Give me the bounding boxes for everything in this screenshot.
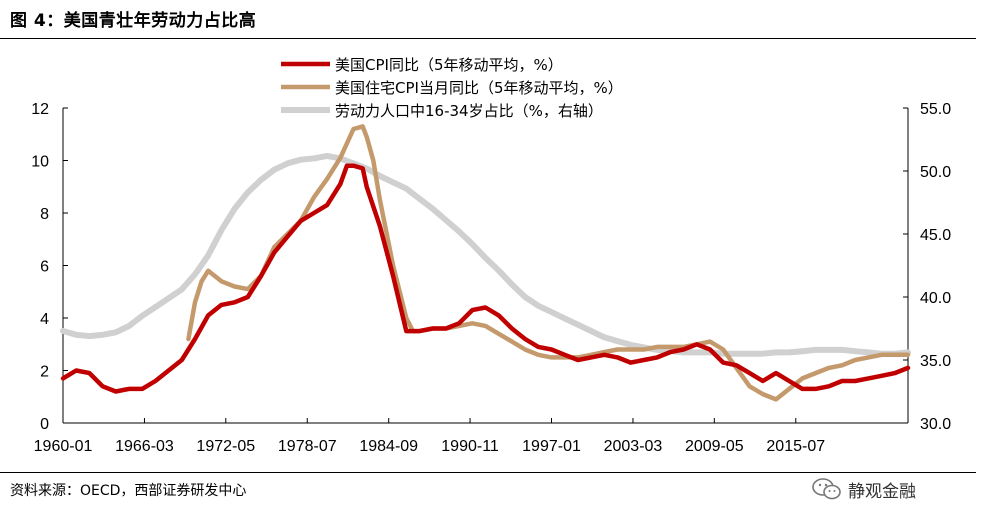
legend-label-cpi: 美国CPI同比（5年移动平均，%） [335, 56, 563, 74]
x-tick-label: 1997-01 [522, 438, 581, 455]
x-tick-label: 1966-03 [115, 438, 174, 455]
line-chart: 0 2 4 6 8 10 12 30.0 35.0 40.0 45.0 50.0 55.0 1960-01… [31, 56, 951, 455]
y-right-tick-label: 40.0 [920, 290, 951, 307]
x-tick-label: 1978-07 [278, 438, 337, 455]
x-tick-label: 1960-01 [34, 438, 93, 455]
y-left-tick-label: 0 [40, 416, 49, 433]
y-left-tick-label: 4 [40, 311, 49, 328]
y-left-tick-label: 6 [40, 259, 49, 276]
x-tick-label: 1972-05 [196, 438, 255, 455]
source-note: 资料来源：OECD，西部证券研发中心 [10, 483, 247, 499]
chart-axes: 0 2 4 6 8 10 12 30.0 35.0 40.0 45.0 50.0 55.0 1960-01… [31, 101, 951, 455]
chart-legend: 美国CPI同比（5年移动平均，%） 美国住宅CPI当月同比（5年移动平均，%） 劳动… [281, 56, 623, 120]
y-left-tick-label: 2 [40, 364, 49, 381]
x-tick-label: 1990-11 [441, 438, 499, 455]
y-right-tick-label: 55.0 [920, 101, 951, 118]
y-right-tick-label: 50.0 [920, 164, 951, 181]
y-right-tick-label: 35.0 [920, 353, 951, 370]
series-line-labor [60, 152, 911, 357]
y-left-tick-label: 12 [31, 101, 49, 118]
legend-label-labor: 劳动力人口中16-34岁占比（%，右轴） [335, 102, 603, 120]
y-right-tick-label: 45.0 [920, 227, 951, 244]
watermark-text: 静观金融 [848, 481, 916, 502]
y-left-tick-label: 10 [31, 154, 49, 171]
figure-title: 图 4：美国青壮年劳动力占比高 [10, 11, 257, 31]
series-line-cpi [60, 163, 911, 394]
series-line-housing [186, 124, 911, 402]
x-tick-label: 2009-05 [685, 438, 744, 455]
legend-label-housing: 美国住宅CPI当月同比（5年移动平均，%） [335, 79, 623, 97]
chart-series-layer [60, 124, 911, 402]
x-tick-label: 2015-07 [766, 438, 825, 455]
watermark: 静观金融 [812, 476, 916, 502]
y-left-tick-label: 8 [40, 206, 49, 223]
source-rule [0, 472, 976, 473]
title-rule [0, 38, 976, 39]
x-tick-label: 2003-03 [604, 438, 663, 455]
x-tick-label: 1984-09 [359, 438, 418, 455]
y-right-tick-label: 30.0 [920, 416, 951, 433]
wechat-icon [812, 478, 841, 500]
